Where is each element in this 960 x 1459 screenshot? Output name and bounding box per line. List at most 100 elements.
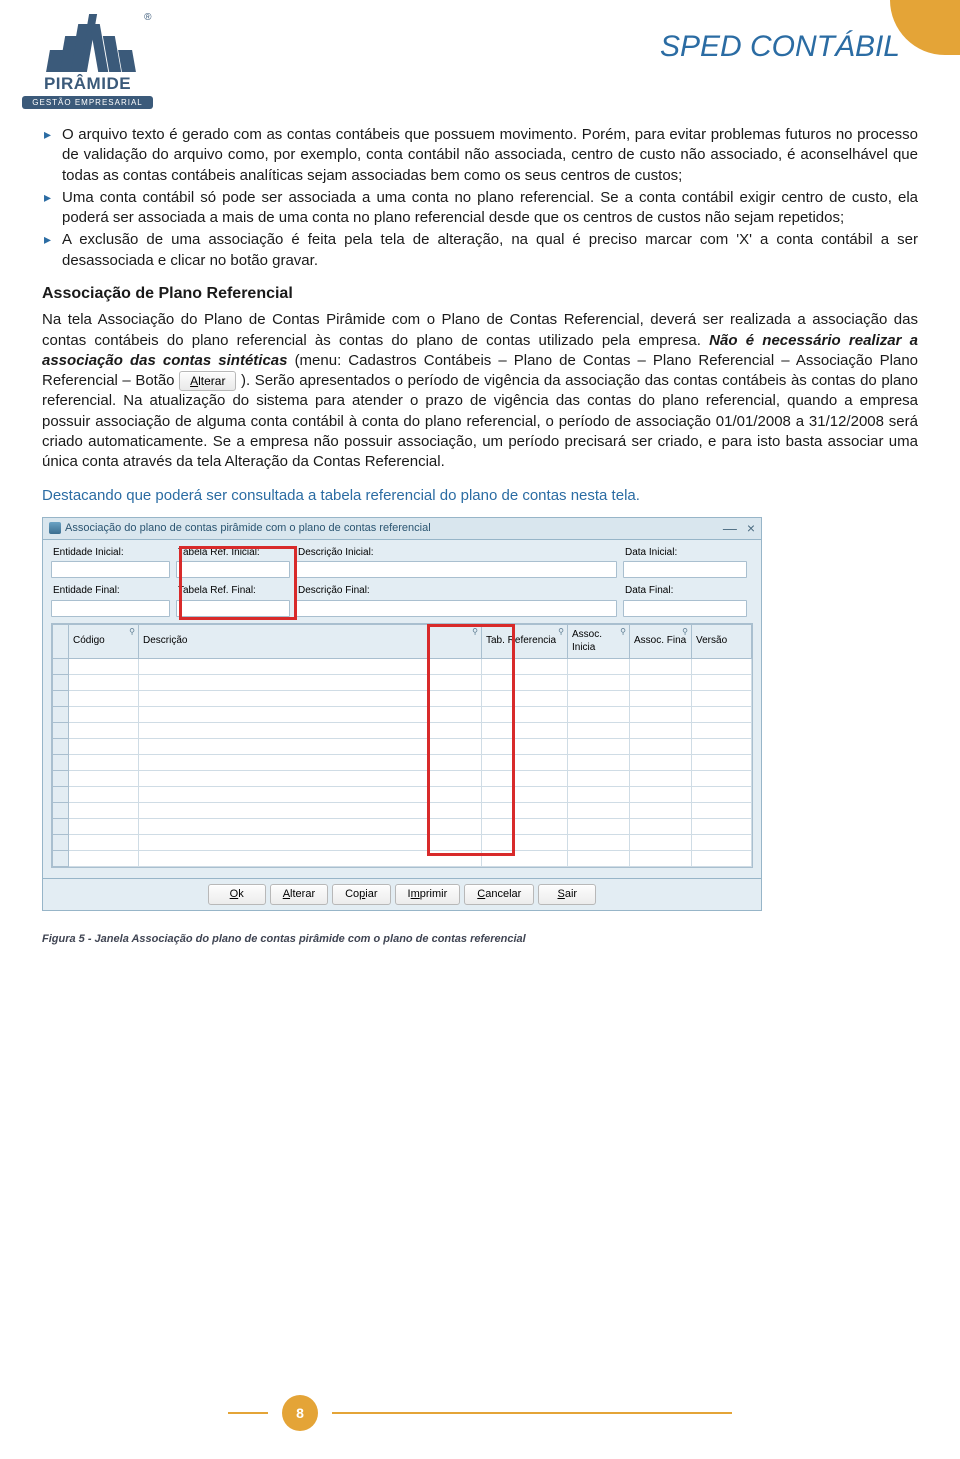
results-grid[interactable]: Código⚲ Descrição⚲ Tab. Referencia⚲ Asso… [52,624,752,867]
descricao-inicial-input[interactable] [296,561,617,578]
grid-cell [630,770,692,786]
close-icon[interactable]: × [747,519,755,538]
grid-cell [53,770,69,786]
grid-cell [630,738,692,754]
grid-cell [139,706,482,722]
grid-cell [69,738,139,754]
grid-cell [692,658,752,674]
grid-cell [69,674,139,690]
table-row[interactable] [53,674,752,690]
grid-cell [53,850,69,866]
section-heading: Associação de Plano Referencial [42,283,918,305]
col-codigo-header[interactable]: Código⚲ [69,624,139,658]
grid-cell [692,818,752,834]
col-versao-header[interactable]: Versão [692,624,752,658]
table-row[interactable] [53,802,752,818]
imprimir-button[interactable]: Imprimir [395,884,461,905]
col-tabref-header[interactable]: Tab. Referencia⚲ [482,624,568,658]
grid-cell [692,722,752,738]
grid-cell [482,754,568,770]
table-row[interactable] [53,658,752,674]
table-row[interactable] [53,738,752,754]
filter-col: Data Inicial: [623,546,753,579]
titlebar-controls: — × [723,519,755,538]
registered-mark: ® [144,12,151,23]
page-header: ® PIRÂMIDE GESTÃO EMPRESARIAL SPED CONTÁ… [0,0,960,125]
grid-cell [482,802,568,818]
alterar-button-inline[interactable]: Alterar [179,371,236,391]
header-text: Assoc. Fina [634,635,686,646]
grid-cell [482,722,568,738]
table-row[interactable] [53,770,752,786]
grid-cell [139,850,482,866]
grid-cell [692,786,752,802]
window-app-icon [49,522,61,534]
grid-cell [630,706,692,722]
grid-cell [69,818,139,834]
grid-cell [482,690,568,706]
table-row[interactable] [53,786,752,802]
tabela-ref-final-input[interactable] [176,600,290,617]
col-assoc-final-header[interactable]: Assoc. Fina⚲ [630,624,692,658]
entidade-final-input[interactable] [51,600,170,617]
header-text: Versão [696,635,727,646]
grid-cell [53,690,69,706]
filter-col: Tabela Ref. Final: [176,584,296,617]
grid-cell [69,754,139,770]
col-descricao-header[interactable]: Descrição⚲ [139,624,482,658]
filters-row-1: Entidade Inicial: Tabela Ref. Inicial: D… [51,546,753,579]
entidade-inicial-input[interactable] [51,561,170,578]
page-number-wrap: 8 [0,1395,960,1431]
table-row[interactable] [53,722,752,738]
table-row[interactable] [53,834,752,850]
col-assoc-inicial-header[interactable]: Assoc. Inicia⚲ [568,624,630,658]
grid-cell [692,850,752,866]
sair-button[interactable]: Sair [538,884,596,905]
grid-cell [692,834,752,850]
grid-cell [482,850,568,866]
grid-cell [568,818,630,834]
logo: ® PIRÂMIDE GESTÃO EMPRESARIAL [20,12,155,112]
grid-cell [482,818,568,834]
copiar-button[interactable]: Copiar [332,884,390,905]
table-row[interactable] [53,818,752,834]
tabela-ref-inicial-input[interactable] [176,561,290,578]
grid-cell [69,786,139,802]
descricao-inicial-label: Descrição Inicial: [296,546,623,560]
grid-cell [630,722,692,738]
table-row[interactable] [53,690,752,706]
alterar-button[interactable]: Alterar [270,884,328,905]
grid-cell [139,786,482,802]
cancelar-button[interactable]: Cancelar [464,884,534,905]
logo-name: PIRÂMIDE [20,74,155,94]
data-inicial-input[interactable] [623,561,747,578]
page-rule-left [228,1412,268,1414]
grid-cell [139,818,482,834]
grid-cell [482,738,568,754]
grid-cell [53,706,69,722]
descricao-final-input[interactable] [296,600,617,617]
grid-cell [69,834,139,850]
ok-button[interactable]: Ok [208,884,266,905]
paragraph: Na tela Associação do Plano de Contas Pi… [42,310,918,472]
table-row[interactable] [53,754,752,770]
grid-cell [692,738,752,754]
grid-cell [568,850,630,866]
table-row[interactable] [53,706,752,722]
grid-cell [53,754,69,770]
grid-cell [568,770,630,786]
grid-cell [630,658,692,674]
grid-wrap: Código⚲ Descrição⚲ Tab. Referencia⚲ Asso… [51,623,753,868]
page-title: SPED CONTÁBIL [660,30,900,64]
list-item: Uma conta contábil só pode ser associada… [42,188,918,229]
filter-col: Descrição Inicial: [296,546,623,579]
header-text: Tab. Referencia [486,635,556,646]
tabela-ref-inicial-label: Tabela Ref. Inicial: [176,546,296,560]
data-final-input[interactable] [623,600,747,617]
filter-col: Entidade Final: [51,584,176,617]
grid-cell [630,786,692,802]
logo-pyramid-icon: ® [38,12,138,72]
table-row[interactable] [53,850,752,866]
minimize-icon[interactable]: — [723,519,737,538]
grid-cell [568,690,630,706]
